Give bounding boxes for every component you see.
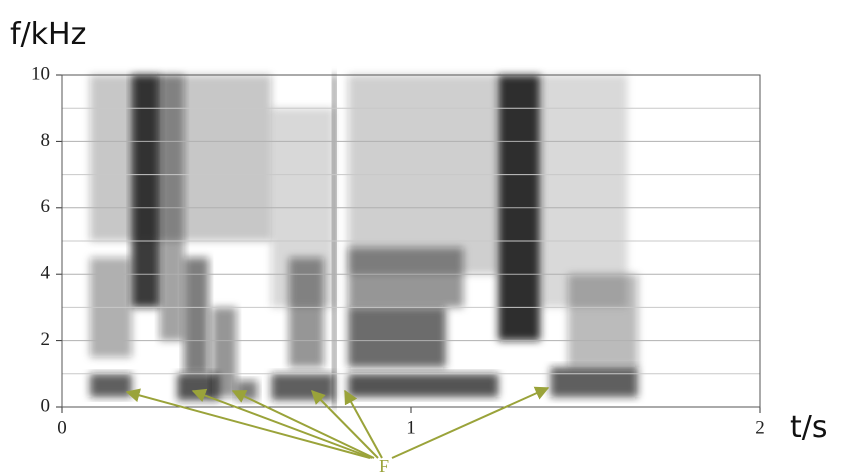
annotation-arrows: [125, 386, 550, 459]
energy-region: [184, 257, 209, 374]
x-axis-label: t/s: [790, 410, 828, 445]
energy-region: [271, 373, 335, 401]
energy-region: [568, 274, 638, 368]
energy-region: [348, 247, 464, 308]
energy-region: [540, 75, 628, 308]
y-tick-label: 6: [41, 196, 51, 217]
energy-region: [212, 307, 237, 398]
energy-region: [550, 367, 638, 398]
y-axis-label: f/kHz: [10, 17, 86, 52]
energy-region: [288, 257, 324, 368]
energy-region: [348, 307, 446, 368]
energy-region: [131, 75, 160, 308]
x-tick-label: 1: [406, 417, 416, 438]
y-tick-label: 10: [31, 63, 50, 84]
x-tick-label: 2: [755, 417, 765, 438]
y-tick-label: 0: [41, 395, 51, 416]
y-tick-label: 2: [41, 329, 51, 350]
y-tick-label: 4: [41, 263, 51, 284]
y-tick-label: 8: [41, 130, 51, 151]
axes: 0 2 4 6 8 10 0 1 2: [31, 63, 765, 438]
plot-frame: [61, 74, 761, 408]
energy-region: [348, 373, 499, 398]
x-tick-label: 0: [57, 417, 67, 438]
annotation: F: [379, 456, 389, 476]
energy-region: [89, 373, 132, 398]
